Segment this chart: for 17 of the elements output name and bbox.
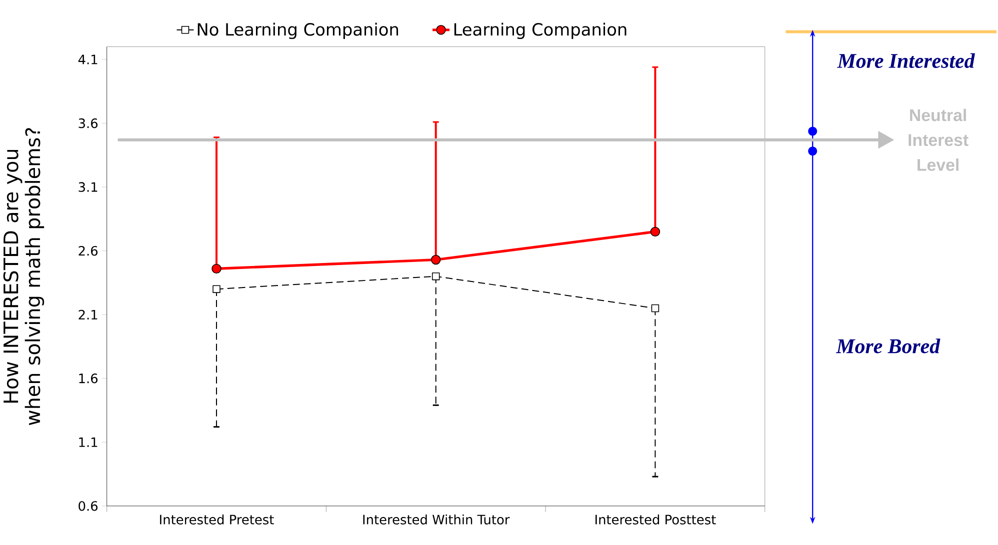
text: More Bored (836, 338, 940, 354)
x-tick-label: Interested Within Tutor (363, 514, 510, 525)
y-tick-label: 1.1 (79, 438, 98, 448)
x-tick-label: Interested Pretest (160, 514, 274, 525)
legend-label: Learning Companion (454, 22, 626, 40)
y-tick-label: 1.6 (79, 374, 98, 384)
ref-line-label: Neutral Interest Level (908, 108, 968, 172)
legend-label: No Learning Companion (198, 22, 398, 40)
text: More Interested (837, 53, 975, 68)
y-tick-label: 3.6 (78, 118, 98, 128)
y-tick-label: 2.1 (78, 310, 98, 320)
y-tick-label: 4.1 (78, 54, 98, 64)
x-tick-label: Interested Posttest (596, 514, 716, 525)
y-axis-title: How INTERESTED are you when solving math problems? (3, 128, 44, 426)
y-tick-label: 2.6 (78, 246, 98, 256)
y-tick-label: 3.1 (78, 182, 98, 192)
y-tick-label: 0.6 (78, 501, 98, 511)
